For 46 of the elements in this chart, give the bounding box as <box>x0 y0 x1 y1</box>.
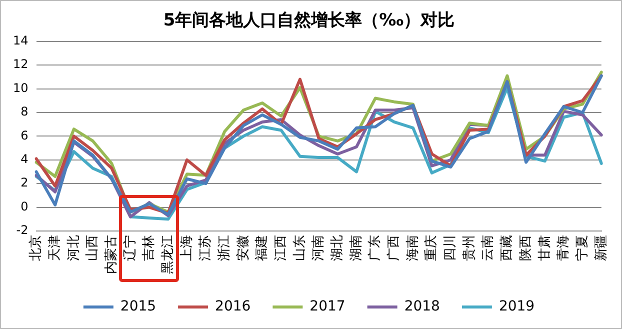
x-tick-label: 四川 <box>443 235 458 261</box>
x-tick-label: 宁夏 <box>574 235 590 261</box>
y-tick-label: 14 <box>12 34 28 48</box>
x-tick-label: 青海 <box>556 235 572 261</box>
x-tick-label: 广西 <box>386 235 402 261</box>
x-tick-label: 安徽 <box>234 235 251 261</box>
x-tick-label: 吉林 <box>142 235 157 261</box>
legend-label: 2015 <box>120 298 156 315</box>
y-tick-label: 12 <box>12 57 28 72</box>
y-tick-label: 4 <box>20 152 28 166</box>
x-tick-label: 西藏 <box>500 235 515 261</box>
y-tick-label: 10 <box>12 80 28 95</box>
x-tick-label: 陕西 <box>518 235 534 261</box>
y-tick-label: 2 <box>20 176 28 190</box>
x-tick-label: 江西 <box>274 235 289 261</box>
x-tick-label: 新疆 <box>594 235 609 261</box>
legend-label: 2018 <box>404 298 440 315</box>
x-tick-label: 甘肃 <box>537 235 552 261</box>
y-tick-label: 0 <box>20 199 28 214</box>
x-tick-label: 福建 <box>254 235 270 261</box>
x-tick-label: 贵州 <box>462 235 477 261</box>
chart-title: 5年间各地人口自然增长率（‰）对比 <box>163 10 455 31</box>
legend-label: 2016 <box>215 298 251 315</box>
x-tick-label: 广东 <box>368 235 383 261</box>
y-tick-label: 8 <box>20 104 28 119</box>
x-tick-label: 黑龙江 <box>160 235 176 274</box>
x-tick-label: 上海 <box>179 235 194 261</box>
x-tick-label: 云南 <box>480 235 496 261</box>
legend-label: 2019 <box>498 298 535 315</box>
x-tick-label: 山东 <box>292 235 308 261</box>
x-tick-label: 浙江 <box>217 235 232 261</box>
x-tick-label: 海南 <box>405 235 420 261</box>
x-tick-label: 河南 <box>311 235 326 261</box>
x-tick-label: 湖北 <box>330 235 346 261</box>
x-tick-label: 山西 <box>85 235 100 261</box>
x-tick-label: 北京 <box>28 235 44 261</box>
legend-label: 2017 <box>310 298 346 315</box>
y-tick-label: -2 <box>16 223 28 238</box>
y-tick-label: 6 <box>20 128 28 142</box>
x-tick-label: 湖南 <box>348 235 364 261</box>
x-tick-label: 重庆 <box>424 235 440 261</box>
x-tick-label: 内蒙古 <box>104 235 119 274</box>
x-tick-label: 江苏 <box>198 235 214 261</box>
x-tick-label: 辽宁 <box>122 235 138 261</box>
x-tick-label: 河北 <box>66 235 82 261</box>
x-tick-label: 天津 <box>47 235 62 261</box>
